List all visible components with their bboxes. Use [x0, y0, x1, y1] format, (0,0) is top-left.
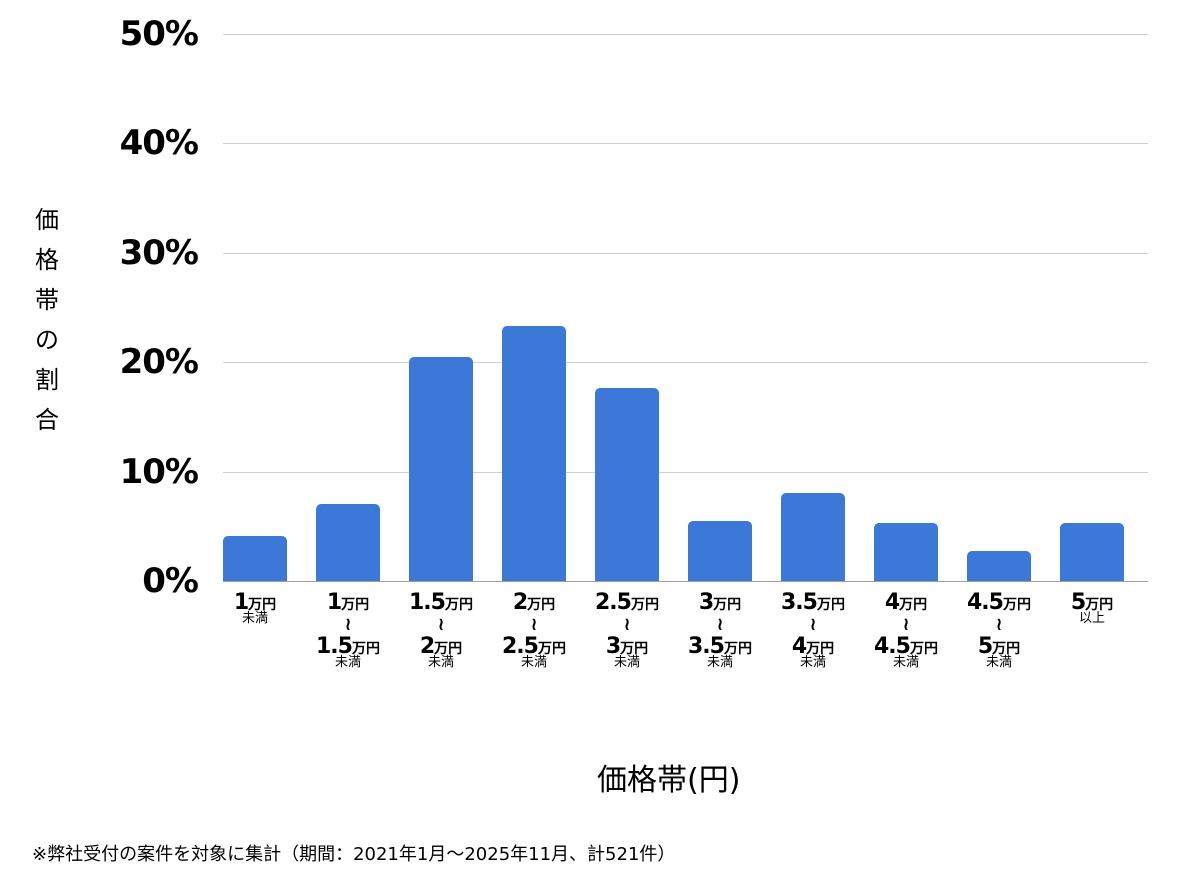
x-tick-label: 3万円 ≀ 3.5万円 未満 [670, 592, 770, 672]
y-tick-label: 20% [119, 342, 199, 382]
bar [316, 504, 380, 581]
range-tilde-icon: ≀ [530, 614, 538, 635]
y-axis-label-char: 価 [35, 206, 59, 234]
range-tilde-icon: ≀ [437, 614, 445, 635]
x-tick-label: 1.5万円 ≀ 2万円 未満 [391, 592, 491, 672]
range-tilde-icon: ≀ [902, 614, 910, 635]
bar [502, 326, 566, 581]
x-tick-label: 5万円 以上 [1070, 590, 1114, 626]
range-tilde-icon: ≀ [809, 614, 817, 635]
range-tilde-icon: ≀ [995, 614, 1003, 635]
y-axis-label-char: 合 [35, 406, 59, 434]
bar [688, 520, 752, 581]
x-tick-label: 2.5万円 ≀ 3万円 未満 [577, 592, 677, 672]
x-tick-label: 2万円 ≀ 2.5万円 未満 [484, 592, 584, 672]
y-axis-label-char: の [35, 326, 59, 354]
bar [874, 523, 938, 581]
x-tick-label: 1万円 未満 [233, 590, 277, 626]
y-tick-label: 10% [119, 452, 199, 492]
y-axis-label-char: 帯 [35, 286, 59, 314]
bar [967, 551, 1031, 581]
gridline [223, 34, 1148, 35]
gridline [223, 253, 1148, 254]
y-axis-label: 価格帯の割合 [30, 200, 64, 440]
x-axis-label: 価格帯(円) [597, 763, 741, 798]
x-axis-line [223, 581, 1148, 582]
range-tilde-icon: ≀ [344, 614, 352, 635]
range-tilde-icon: ≀ [623, 614, 631, 635]
range-tilde-icon: ≀ [716, 614, 724, 635]
y-axis-label-char: 割 [35, 366, 59, 394]
x-tick-label: 4.5万円 ≀ 5万円 未満 [949, 592, 1049, 672]
bar [781, 493, 845, 581]
bar [409, 356, 473, 581]
bar [595, 388, 659, 581]
footnote: ※弊社受付の案件を対象に集計（期間：2021年1月〜2025年11月、計521件… [32, 844, 676, 865]
y-axis-label-char: 格 [35, 246, 59, 274]
gridline [223, 143, 1148, 144]
y-tick-label: 50% [119, 14, 199, 54]
y-tick-label: 30% [119, 233, 199, 273]
x-tick-label: 4万円 ≀ 4.5万円 未満 [856, 592, 956, 672]
y-tick-label: 0% [142, 561, 199, 601]
x-tick-label: 1万円 ≀ 1.5万円 未満 [298, 592, 398, 672]
y-tick-label: 40% [119, 123, 199, 163]
x-tick-label: 3.5万円 ≀ 4万円 未満 [763, 592, 863, 672]
gridline [223, 472, 1148, 473]
bar [1060, 523, 1124, 581]
gridline [223, 362, 1148, 363]
bar [223, 536, 287, 581]
